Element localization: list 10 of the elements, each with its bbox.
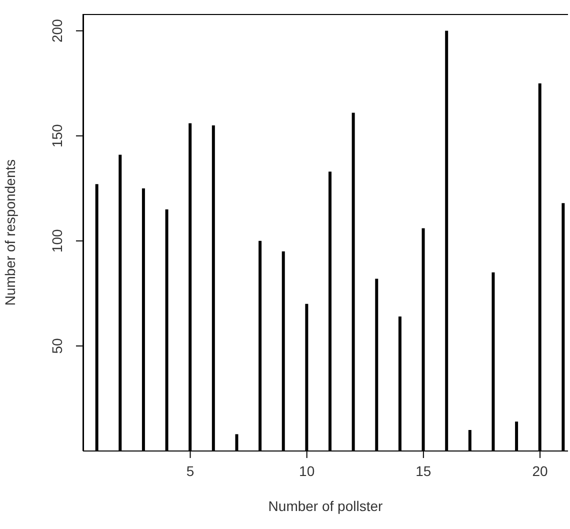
y-axis-title: Number of respondents bbox=[2, 159, 18, 306]
x-tick-label: 20 bbox=[532, 462, 548, 479]
x-axis-title: Number of pollster bbox=[268, 498, 384, 514]
y-tick-label: 50 bbox=[49, 338, 65, 354]
y-tick-label: 100 bbox=[49, 229, 65, 253]
x-tick-label: 5 bbox=[186, 462, 194, 479]
y-tick-label: 200 bbox=[49, 18, 65, 42]
y-tick-label: 150 bbox=[49, 124, 65, 148]
x-tick-label: 10 bbox=[299, 462, 315, 479]
x-tick-label: 15 bbox=[416, 462, 432, 479]
